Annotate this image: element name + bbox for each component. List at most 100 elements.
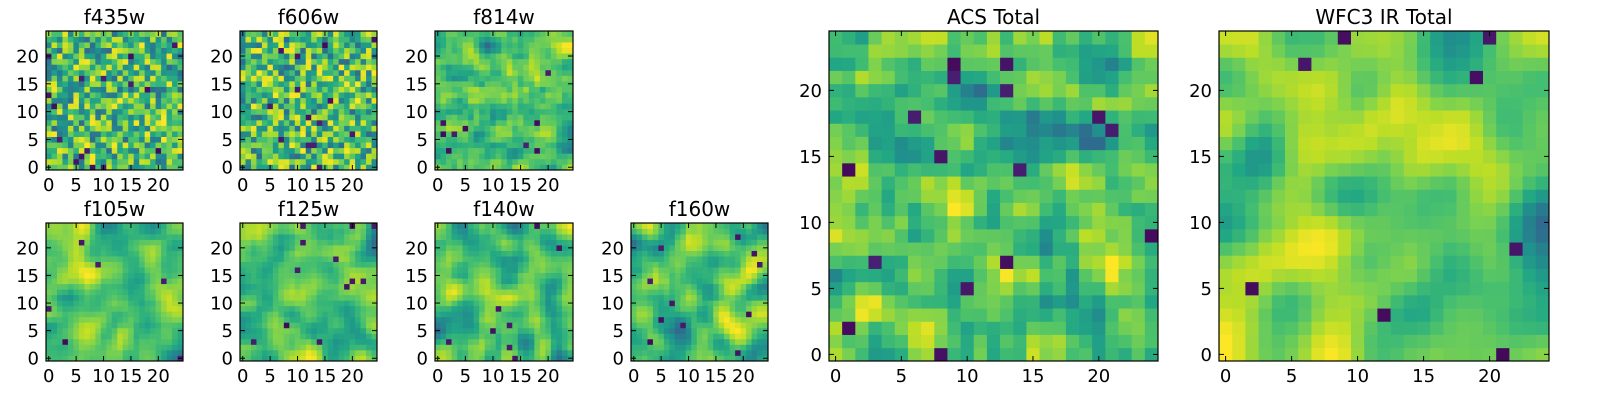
heatmap-cell xyxy=(256,239,263,246)
heatmap-cell xyxy=(240,64,246,71)
heatmap-cell xyxy=(294,92,301,99)
heatmap-cell xyxy=(283,349,290,356)
heatmap-cell xyxy=(78,42,85,49)
heatmap-cell xyxy=(528,316,535,323)
heatmap-cell xyxy=(947,295,961,309)
heatmap-cell xyxy=(338,58,345,65)
heatmap-cell xyxy=(139,114,145,121)
heatmap-cell xyxy=(349,267,356,274)
heatmap-cell xyxy=(256,344,263,351)
heatmap-cell xyxy=(561,125,568,132)
heatmap-cell xyxy=(545,153,552,160)
heatmap-cell xyxy=(51,153,58,160)
heatmap-cell xyxy=(294,294,301,301)
heatmap-cell xyxy=(289,223,296,229)
heatmap-cell xyxy=(1105,281,1119,296)
heatmap-cell xyxy=(435,261,441,268)
heatmap-cell xyxy=(161,272,167,279)
heatmap-cell xyxy=(122,344,129,351)
heatmap-cell xyxy=(501,125,508,132)
heatmap-cell xyxy=(283,69,290,76)
heatmap-cell xyxy=(545,250,552,257)
heatmap-cell xyxy=(272,239,279,246)
heatmap-cell xyxy=(490,86,497,93)
heatmap-cell xyxy=(473,47,480,54)
heatmap-cell xyxy=(371,316,378,323)
heatmap-cell xyxy=(842,229,856,243)
heatmap-cell xyxy=(451,125,458,132)
heatmap-cell xyxy=(457,267,463,274)
heatmap-cell xyxy=(344,142,350,149)
heatmap-cell xyxy=(647,283,654,290)
heatmap-cell xyxy=(78,294,85,301)
heatmap-cell xyxy=(355,316,361,323)
heatmap-cell xyxy=(51,344,58,351)
heatmap-cell xyxy=(144,338,151,345)
heatmap-cell xyxy=(636,289,643,296)
heatmap-cell xyxy=(150,119,156,126)
heatmap-cell xyxy=(111,86,118,93)
heatmap-cell xyxy=(490,349,497,356)
heatmap-cell xyxy=(256,53,263,60)
heatmap-cell xyxy=(128,289,135,296)
heatmap-cell xyxy=(921,215,935,230)
heatmap-cell xyxy=(921,176,935,190)
heatmap-cell xyxy=(561,131,568,137)
heatmap-cell xyxy=(718,311,725,318)
heatmap-cell xyxy=(106,316,113,323)
heatmap-cell xyxy=(51,327,58,334)
heatmap-cell xyxy=(479,114,486,121)
heatmap-cell xyxy=(647,305,654,312)
heatmap-cell xyxy=(484,97,491,104)
heatmap-cell xyxy=(550,228,557,235)
heatmap-cell xyxy=(512,36,519,43)
heatmap-cell xyxy=(289,300,296,307)
heatmap-cell xyxy=(707,256,714,262)
heatmap-cell xyxy=(78,289,85,296)
heatmap-cell xyxy=(696,316,703,323)
heatmap-cell xyxy=(691,338,698,345)
heatmap-cell xyxy=(95,344,102,351)
heatmap-cell xyxy=(56,92,63,99)
heatmap-cell xyxy=(256,261,263,268)
heatmap-cell xyxy=(338,125,345,132)
heatmap-cell xyxy=(166,223,173,229)
heatmap-cell xyxy=(829,308,843,322)
heatmap-cell xyxy=(349,86,356,93)
heatmap-cell xyxy=(462,327,469,334)
heatmap-cell xyxy=(462,294,469,301)
heatmap-cell xyxy=(868,308,882,322)
heatmap-cell xyxy=(256,158,263,165)
heatmap-cell xyxy=(561,355,568,362)
x-tick-label: 15 xyxy=(313,366,336,387)
heatmap-cell xyxy=(501,355,508,362)
y-tick-label: 15 xyxy=(16,266,39,287)
heatmap-cell xyxy=(371,239,378,246)
heatmap-cell xyxy=(51,81,58,87)
heatmap-cell xyxy=(702,289,709,296)
heatmap-cell xyxy=(355,355,361,362)
heatmap-cell xyxy=(278,327,285,334)
heatmap-cell xyxy=(446,131,452,137)
heatmap-cell xyxy=(636,261,643,268)
heatmap-cell xyxy=(67,300,74,307)
heatmap-cell xyxy=(150,136,156,143)
heatmap-cell xyxy=(1065,215,1080,230)
heatmap-cell xyxy=(344,42,350,49)
heatmap-cell xyxy=(278,272,285,279)
heatmap-cell xyxy=(523,256,530,262)
heatmap-cell xyxy=(67,228,74,235)
heatmap-cell xyxy=(561,147,568,154)
heatmap-cell xyxy=(333,228,339,235)
heatmap-cell xyxy=(490,250,497,257)
heatmap-cell xyxy=(534,316,541,323)
heatmap-cell xyxy=(435,142,441,149)
heatmap-cell xyxy=(322,349,329,356)
heatmap-cell xyxy=(161,289,167,296)
heatmap-cell xyxy=(272,355,279,362)
heatmap-cell xyxy=(457,125,463,132)
heatmap-cell xyxy=(272,234,279,240)
heatmap-cell xyxy=(523,322,530,329)
heatmap-cell xyxy=(338,86,345,93)
heatmap-cell xyxy=(561,53,568,60)
